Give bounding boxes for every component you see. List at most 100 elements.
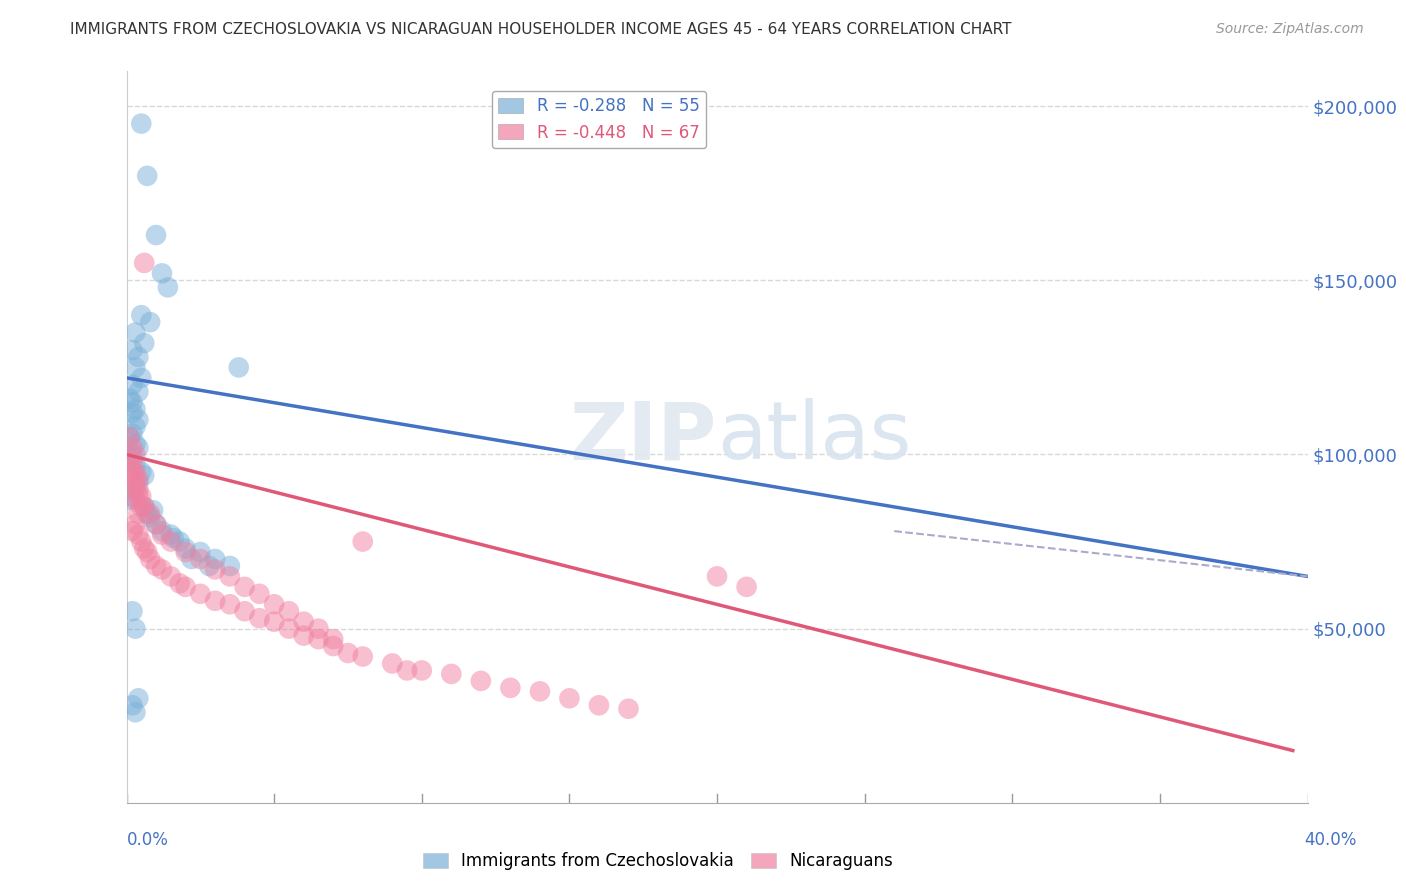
Point [142, 503, 165, 517]
Point [169, 576, 191, 591]
Point [145, 228, 167, 243]
Point [127, 691, 149, 706]
Point [129, 500, 153, 514]
Point [118, 430, 141, 444]
Point [129, 371, 153, 385]
Point [139, 315, 162, 329]
Point [219, 569, 242, 583]
Point [124, 517, 146, 532]
Point [124, 360, 146, 375]
Point [127, 384, 149, 399]
Point [127, 412, 149, 426]
Point [219, 558, 242, 573]
Point [150, 524, 173, 538]
Point [124, 705, 146, 719]
Point [121, 395, 143, 409]
Point [139, 552, 162, 566]
Text: 40.0%: 40.0% [1305, 831, 1357, 849]
Point [204, 552, 226, 566]
Point [588, 698, 610, 713]
Point [145, 517, 167, 532]
Point [121, 426, 143, 441]
Point [121, 448, 143, 462]
Legend: R = -0.288   N = 55, R = -0.448   N = 67: R = -0.288 N = 55, R = -0.448 N = 67 [492, 91, 706, 148]
Point [308, 622, 330, 636]
Point [163, 531, 186, 545]
Point [174, 580, 197, 594]
Point [124, 472, 146, 486]
Point [188, 545, 212, 559]
Point [127, 472, 149, 486]
Point [129, 308, 153, 322]
Point [188, 587, 212, 601]
Point [411, 664, 433, 678]
Point [121, 343, 143, 357]
Point [134, 500, 156, 514]
Point [118, 450, 141, 465]
Point [134, 468, 156, 483]
Text: atlas: atlas [717, 398, 911, 476]
Point [617, 702, 640, 716]
Point [160, 569, 183, 583]
Point [292, 629, 315, 643]
Point [124, 326, 146, 340]
Point [121, 604, 143, 618]
Point [127, 441, 149, 455]
Point [124, 448, 146, 462]
Point [249, 587, 271, 601]
Point [139, 510, 162, 524]
Point [124, 483, 146, 497]
Point [198, 558, 221, 573]
Point [124, 492, 146, 507]
Point [134, 256, 156, 270]
Point [470, 673, 492, 688]
Point [124, 465, 146, 479]
Point [174, 541, 197, 556]
Point [121, 406, 143, 420]
Point [127, 507, 149, 521]
Point [156, 280, 179, 294]
Point [127, 475, 149, 490]
Point [352, 649, 374, 664]
Point [139, 507, 162, 521]
Point [180, 552, 202, 566]
Point [129, 465, 153, 479]
Point [233, 580, 256, 594]
Point [124, 622, 146, 636]
Point [558, 691, 581, 706]
Point [529, 684, 551, 698]
Point [150, 562, 173, 576]
Point [735, 580, 758, 594]
Point [118, 430, 141, 444]
Point [136, 545, 159, 559]
Point [292, 615, 315, 629]
Point [352, 534, 374, 549]
Point [124, 458, 146, 472]
Point [233, 604, 256, 618]
Point [129, 117, 153, 131]
Point [127, 483, 149, 497]
Point [174, 545, 197, 559]
Point [118, 392, 141, 406]
Text: IMMIGRANTS FROM CZECHOSLOVAKIA VS NICARAGUAN HOUSEHOLDER INCOME AGES 45 - 64 YEA: IMMIGRANTS FROM CZECHOSLOVAKIA VS NICARA… [70, 22, 1012, 37]
Point [145, 558, 167, 573]
Point [706, 569, 728, 583]
Point [322, 632, 344, 646]
Point [124, 419, 146, 434]
Text: ZIP: ZIP [569, 398, 717, 476]
Point [278, 622, 301, 636]
Point [145, 517, 167, 532]
Point [134, 336, 156, 351]
Text: Source: ZipAtlas.com: Source: ZipAtlas.com [1216, 22, 1364, 37]
Point [308, 632, 330, 646]
Point [121, 465, 143, 479]
Point [127, 489, 149, 503]
Point [322, 639, 344, 653]
Point [150, 527, 173, 541]
Point [129, 534, 153, 549]
Point [150, 266, 173, 280]
Point [121, 489, 143, 503]
Point [204, 594, 226, 608]
Point [118, 458, 141, 472]
Point [124, 402, 146, 417]
